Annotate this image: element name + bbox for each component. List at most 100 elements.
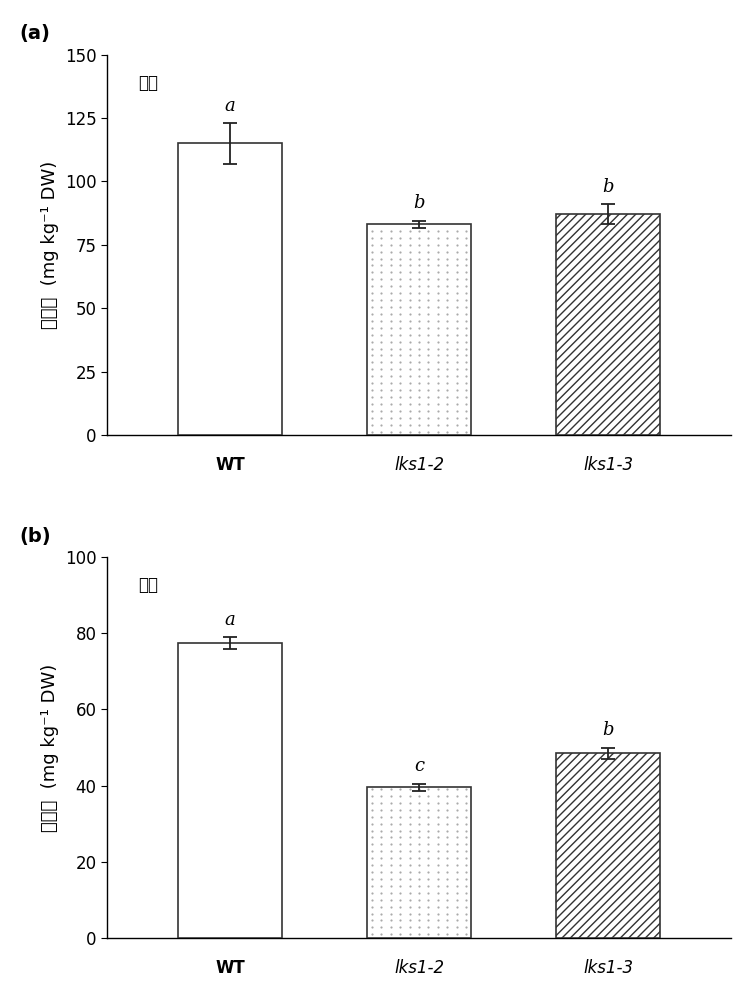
Point	[404, 410, 416, 426]
Point	[366, 285, 378, 301]
Point	[460, 795, 472, 811]
Point	[385, 334, 397, 350]
Point	[385, 396, 397, 412]
Point	[375, 334, 387, 350]
Point	[451, 892, 463, 908]
Point	[413, 320, 425, 336]
Point	[432, 306, 444, 322]
Point	[394, 885, 406, 901]
Point	[404, 320, 416, 336]
Point	[375, 375, 387, 391]
Point	[366, 237, 378, 253]
Point	[460, 361, 472, 377]
Point	[423, 271, 435, 287]
Point	[460, 278, 472, 294]
Point	[385, 264, 397, 280]
Point	[385, 368, 397, 384]
Point	[394, 264, 406, 280]
Point	[404, 306, 416, 322]
Point	[460, 871, 472, 887]
Point	[432, 271, 444, 287]
Point	[413, 313, 425, 329]
Point	[432, 244, 444, 260]
Point	[404, 795, 416, 811]
Text: 叶片: 叶片	[138, 74, 158, 92]
Point	[460, 885, 472, 901]
Point	[404, 836, 416, 852]
Point	[375, 292, 387, 308]
Text: b: b	[603, 721, 614, 739]
Point	[394, 257, 406, 273]
Point	[366, 264, 378, 280]
Point	[460, 341, 472, 357]
Point	[413, 257, 425, 273]
Point	[423, 347, 435, 363]
Point	[375, 368, 387, 384]
Point	[432, 341, 444, 357]
Point	[385, 871, 397, 887]
Point	[442, 410, 454, 426]
Point	[413, 251, 425, 267]
Point	[413, 223, 425, 239]
Point	[423, 230, 435, 246]
Point	[451, 341, 463, 357]
Point	[451, 871, 463, 887]
Point	[423, 912, 435, 928]
Point	[432, 278, 444, 294]
Point	[375, 850, 387, 866]
Point	[375, 382, 387, 398]
Point	[432, 424, 444, 440]
Point	[423, 327, 435, 343]
Point	[432, 823, 444, 839]
Point	[385, 892, 397, 908]
Point	[366, 795, 378, 811]
Point	[442, 843, 454, 859]
Point	[413, 795, 425, 811]
Point	[413, 816, 425, 832]
Point	[442, 389, 454, 405]
Point	[394, 892, 406, 908]
Point	[451, 823, 463, 839]
Point	[404, 299, 416, 315]
Point	[385, 403, 397, 419]
Point	[375, 264, 387, 280]
Point	[423, 809, 435, 825]
Point	[385, 926, 397, 942]
Point	[442, 857, 454, 873]
Point	[451, 857, 463, 873]
Point	[442, 306, 454, 322]
Point	[413, 396, 425, 412]
Point	[375, 878, 387, 894]
Point	[385, 320, 397, 336]
Point	[375, 906, 387, 922]
Point	[385, 375, 397, 391]
Point	[375, 781, 387, 797]
Point	[366, 223, 378, 239]
Point	[442, 906, 454, 922]
Point	[404, 361, 416, 377]
Point	[451, 843, 463, 859]
Point	[442, 237, 454, 253]
Point	[432, 878, 444, 894]
Point	[442, 788, 454, 804]
Text: (a): (a)	[20, 24, 51, 43]
Point	[460, 285, 472, 301]
Point	[375, 306, 387, 322]
Point	[432, 885, 444, 901]
Point	[385, 857, 397, 873]
Point	[451, 271, 463, 287]
Point	[375, 857, 387, 873]
Point	[423, 802, 435, 818]
Point	[460, 823, 472, 839]
Point	[460, 368, 472, 384]
Point	[413, 417, 425, 433]
Point	[460, 850, 472, 866]
Bar	[556, 214, 660, 435]
Point	[423, 334, 435, 350]
Point	[404, 251, 416, 267]
Point	[451, 899, 463, 915]
Point	[366, 829, 378, 845]
Point	[413, 919, 425, 935]
Point	[460, 836, 472, 852]
Point	[394, 912, 406, 928]
